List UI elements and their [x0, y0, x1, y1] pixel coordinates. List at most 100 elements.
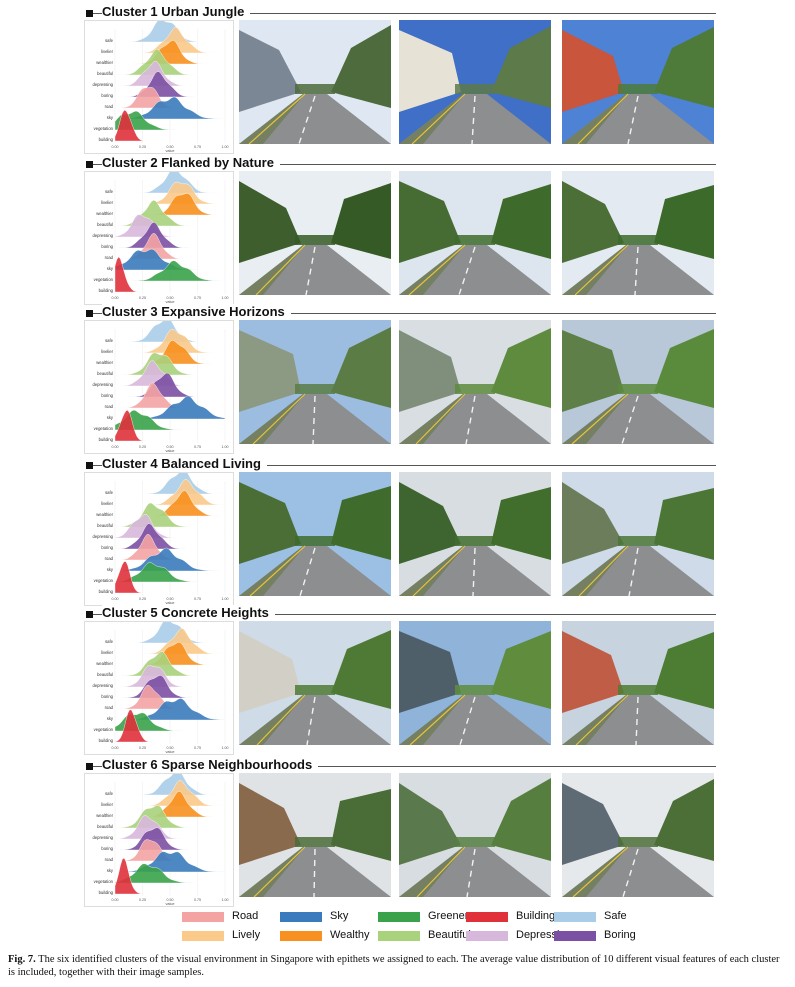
ridge-feature-label: vegetation: [94, 126, 114, 131]
street-view-photo: [239, 171, 391, 295]
ridge-feature-label: wealthier: [96, 512, 113, 517]
svg-text:0.25: 0.25: [139, 145, 146, 149]
ridge-feature-label: wealthier: [96, 813, 113, 818]
legend-swatch: [182, 931, 224, 941]
svg-text:0.25: 0.25: [139, 597, 146, 601]
ridge-feature-label: boring: [101, 93, 113, 98]
legend-swatch: [280, 912, 322, 922]
ridge-feature-label: building: [99, 890, 114, 895]
ridge-feature-label: wealthier: [96, 60, 113, 65]
cluster-header: Cluster 1 Urban Jungle: [86, 4, 716, 24]
ridge-feature-label: road: [105, 104, 114, 109]
ridge-feature-label: vegetation: [94, 727, 114, 732]
street-view-photo: [399, 621, 551, 745]
svg-text:value: value: [165, 902, 174, 906]
legend-swatch: [554, 912, 596, 922]
ridge-feature-label: sky: [107, 115, 114, 120]
ridgeline-plot: safe livelier wealthier beautiful depressing…: [84, 472, 234, 606]
street-view-photo: [239, 621, 391, 745]
ridge-feature-label: beautiful: [97, 371, 113, 376]
ridge-feature-label: depressing: [93, 382, 114, 387]
ridge-feature-label: vegetation: [94, 426, 114, 431]
ridge-feature-label: building: [99, 738, 114, 743]
svg-text:1.00: 1.00: [222, 597, 229, 601]
svg-text:value: value: [165, 149, 174, 153]
svg-text:0.50: 0.50: [167, 898, 174, 902]
svg-text:0.25: 0.25: [139, 296, 146, 300]
svg-text:0.00: 0.00: [112, 898, 119, 902]
header-rule: [86, 766, 716, 767]
legend-label: Safe: [604, 910, 627, 922]
ridge-feature-label: beautiful: [97, 71, 113, 76]
street-view-photo: [399, 320, 551, 444]
legend-swatch: [182, 912, 224, 922]
legend-label: Road: [232, 910, 259, 922]
bullet-icon: [86, 161, 93, 168]
ridge-feature-label: boring: [101, 244, 113, 249]
svg-text:0.00: 0.00: [112, 145, 119, 149]
ridge-feature-label: depressing: [93, 233, 114, 238]
ridgeline-plot: safe livelier wealthier beautiful depressing…: [84, 773, 234, 907]
ridge-feature-label: boring: [101, 846, 113, 851]
caption-text: The six identified clusters of the visua…: [8, 954, 780, 978]
svg-text:1.00: 1.00: [222, 746, 229, 750]
ridge-feature-label: sky: [107, 266, 114, 271]
svg-text:0.00: 0.00: [112, 597, 119, 601]
cluster-title: Cluster 3 Expansive Horizons: [102, 304, 291, 319]
svg-text:0.25: 0.25: [139, 746, 146, 750]
ridge-feature-label: depressing: [93, 683, 114, 688]
ridge-feature-label: beautiful: [97, 523, 113, 528]
ridge-feature-label: boring: [101, 545, 113, 550]
legend-swatch: [378, 931, 420, 941]
svg-text:0.00: 0.00: [112, 445, 119, 449]
svg-text:1.00: 1.00: [222, 898, 229, 902]
header-rule: [86, 164, 716, 165]
ridge-feature-label: livelier: [101, 501, 113, 506]
caption-prefix: Fig. 7.: [8, 954, 36, 965]
legend-swatch: [378, 912, 420, 922]
svg-text:0.00: 0.00: [112, 296, 119, 300]
street-view-photo: [562, 472, 714, 596]
street-view-photo: [239, 773, 391, 897]
svg-text:0.50: 0.50: [167, 445, 174, 449]
ridge-feature-label: building: [99, 288, 114, 293]
ridge-feature-label: livelier: [101, 49, 113, 54]
legend-label: Sky: [330, 910, 349, 922]
ridge-feature-label: building: [99, 589, 114, 594]
ridge-feature-label: building: [99, 137, 114, 142]
header-rule: [86, 614, 716, 615]
svg-text:1.00: 1.00: [222, 145, 229, 149]
street-view-photo: [239, 320, 391, 444]
ridge-feature-label: safe: [105, 38, 114, 43]
ridge-feature-label: livelier: [101, 650, 113, 655]
legend-swatch: [466, 912, 508, 922]
street-view-photo: [562, 20, 714, 144]
figure-caption: Fig. 7. The six identified clusters of t…: [8, 953, 788, 979]
ridge-feature-label: safe: [105, 791, 114, 796]
cluster-header: Cluster 6 Sparse Neighbourhoods: [86, 757, 716, 777]
legend-label: Wealthy: [330, 929, 370, 941]
ridge-feature-label: building: [99, 437, 114, 442]
ridge-feature-label: road: [105, 705, 114, 710]
street-view-photo: [562, 773, 714, 897]
legend-label: Boring: [604, 929, 636, 941]
street-view-photo: [399, 20, 551, 144]
ridge-feature-label: beautiful: [97, 672, 113, 677]
cluster-header: Cluster 3 Expansive Horizons: [86, 304, 716, 324]
svg-text:0.75: 0.75: [194, 296, 201, 300]
ridgeline-plot: safe livelier wealthier beautiful depressing…: [84, 320, 234, 454]
legend: Road Sky Greenery Building Safe Lively W…: [182, 910, 642, 944]
legend-label: Beautiful: [428, 929, 471, 941]
street-view-photo: [562, 621, 714, 745]
svg-text:0.50: 0.50: [167, 296, 174, 300]
header-rule: [86, 465, 716, 466]
street-view-photo: [399, 171, 551, 295]
svg-text:0.25: 0.25: [139, 898, 146, 902]
bullet-icon: [86, 462, 93, 469]
ridge-feature-label: safe: [105, 639, 114, 644]
ridge-feature-label: livelier: [101, 802, 113, 807]
ridgeline-plot: safe livelier wealthier beautiful depressing…: [84, 171, 234, 305]
legend-swatch: [280, 931, 322, 941]
cluster-title: Cluster 4 Balanced Living: [102, 456, 267, 471]
ridge-feature-label: vegetation: [94, 578, 114, 583]
